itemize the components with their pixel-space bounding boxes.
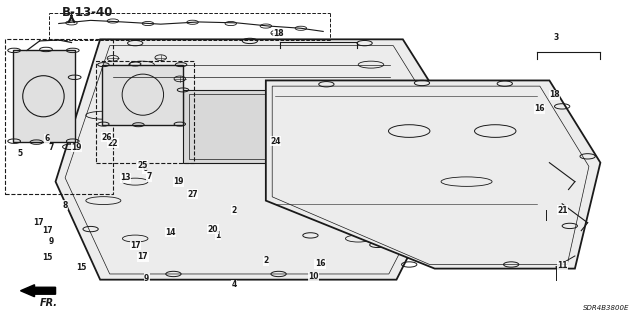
Text: 16: 16: [534, 104, 545, 113]
Text: 26: 26: [101, 133, 112, 142]
Polygon shape: [266, 80, 600, 269]
Text: 20: 20: [208, 225, 218, 234]
Text: 17: 17: [33, 218, 44, 227]
Text: 19: 19: [71, 143, 82, 152]
Text: 25: 25: [138, 161, 148, 170]
Text: 21: 21: [557, 206, 568, 215]
Text: FR.: FR.: [40, 298, 58, 308]
Text: 17: 17: [130, 241, 141, 250]
Text: SDR4B3800E: SDR4B3800E: [582, 305, 629, 311]
Text: 6: 6: [45, 134, 50, 144]
Bar: [96, 62, 195, 163]
Polygon shape: [13, 50, 75, 142]
Text: 22: 22: [108, 138, 118, 148]
Text: 24: 24: [270, 137, 281, 146]
Text: 11: 11: [557, 261, 568, 270]
Text: 9: 9: [144, 274, 149, 283]
Text: 19: 19: [173, 177, 184, 186]
Text: 5: 5: [18, 149, 23, 158]
Text: 18: 18: [549, 90, 560, 99]
Text: 9: 9: [49, 237, 54, 246]
Text: 4: 4: [231, 280, 237, 289]
Text: 3: 3: [553, 33, 558, 42]
Text: 16: 16: [315, 259, 325, 268]
Text: 2: 2: [231, 206, 237, 215]
Text: 7: 7: [49, 143, 54, 152]
Text: 17: 17: [42, 226, 52, 235]
Polygon shape: [183, 90, 320, 163]
Bar: [4, 39, 113, 194]
Text: 17: 17: [138, 252, 148, 261]
Text: 15: 15: [76, 263, 86, 271]
Text: 15: 15: [42, 253, 52, 262]
Text: 2: 2: [263, 256, 268, 265]
Text: 10: 10: [308, 272, 319, 281]
Text: 13: 13: [120, 173, 131, 182]
FancyArrow shape: [20, 285, 56, 297]
Polygon shape: [102, 65, 183, 125]
Text: 1: 1: [216, 231, 221, 240]
Text: 8: 8: [63, 201, 68, 210]
Polygon shape: [56, 39, 467, 280]
Text: 7: 7: [147, 172, 152, 182]
Text: 6: 6: [142, 165, 147, 174]
Text: 14: 14: [165, 228, 175, 237]
Text: 18: 18: [273, 28, 284, 38]
Text: B-13-40: B-13-40: [62, 6, 113, 19]
Text: 27: 27: [188, 190, 198, 199]
